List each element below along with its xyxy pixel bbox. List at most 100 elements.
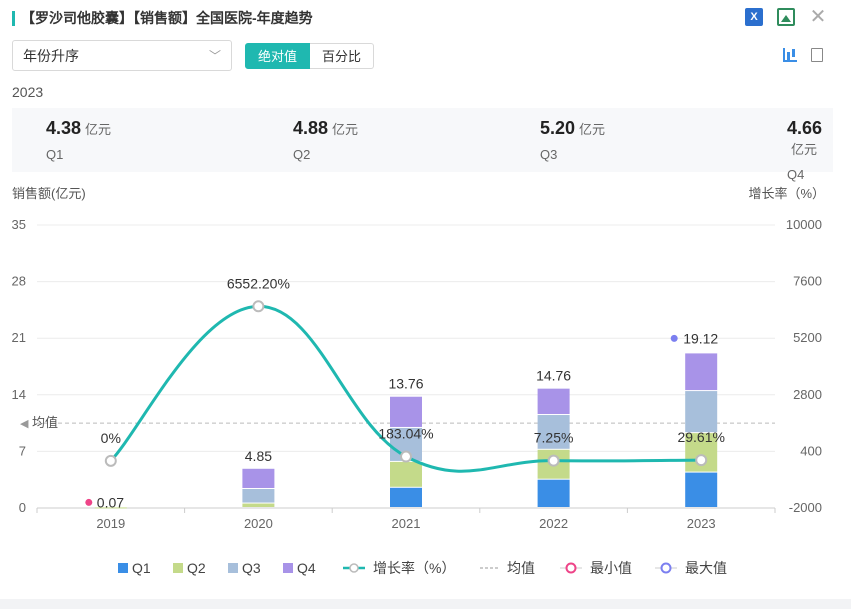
x-tick-label: 2021	[392, 516, 421, 531]
x-tick-label: 2022	[539, 516, 568, 531]
legend-swatch	[173, 563, 183, 573]
legend-swatch-marker	[565, 562, 577, 574]
legend-item-label: Q4	[297, 560, 316, 576]
sales-trend-chart: 销售额(亿元) 增长率（%） 0 -2000 7 400 14 2800 21 5200 28 760…	[12, 186, 825, 576]
kpi-q2: 4.88 亿元 Q2	[293, 118, 358, 162]
x-tick-label: 2020	[244, 516, 273, 531]
close-icon[interactable]: ✕	[809, 6, 827, 28]
bar-segment-q4	[390, 396, 422, 427]
growth-rate-label: 0%	[101, 430, 121, 446]
bar-segment-q2	[390, 461, 422, 487]
left-tick-label: 14	[12, 387, 26, 402]
bar-segment-q1	[390, 487, 422, 507]
left-tick-label: 0	[19, 500, 26, 515]
page-title: 【罗沙司他胶囊】【销售额】全国医院-年度趋势	[21, 10, 313, 26]
bar-total-label: 13.76	[388, 376, 423, 392]
growth-point	[252, 300, 265, 313]
table-view-icon[interactable]	[811, 48, 823, 62]
growth-point	[400, 450, 412, 463]
bar-segment-q3	[242, 488, 275, 503]
x-tick-label: 2019	[96, 516, 125, 531]
growth-point	[695, 454, 708, 467]
legend-item-label: 均值	[507, 560, 535, 576]
kpi-q3-value: 5.20	[540, 118, 576, 138]
export-image-icon[interactable]	[777, 8, 795, 26]
bar-segment-q1	[685, 472, 718, 507]
right-tick-label: 400	[800, 443, 822, 458]
kpi-year: 2023	[12, 84, 44, 100]
bar-segment-q2	[94, 507, 127, 509]
kpi-q2-value: 4.88	[293, 118, 329, 138]
kpi-q4-unit: 亿元	[791, 142, 818, 157]
legend-item-label: 最大值	[685, 560, 727, 576]
kpi-q2-label: Q2	[293, 147, 311, 162]
bar-total-label: 19.12	[683, 330, 718, 346]
mean-arrow-icon: ◀	[20, 418, 29, 430]
legend-item-label: Q2	[187, 560, 206, 576]
footer-strip	[0, 599, 851, 609]
left-tick-label: 21	[12, 330, 26, 345]
kpi-q1: 4.38 亿元 Q1	[46, 118, 111, 162]
kpi-q4-label: Q4	[787, 167, 805, 182]
growth-rate-label: 29.61%	[677, 429, 724, 445]
sort-dropdown-value: 年份升序	[23, 47, 79, 64]
left-tick-label: 7	[19, 443, 26, 458]
bar-segment-q4	[685, 353, 718, 391]
legend-item-label: Q1	[132, 560, 151, 576]
toggle-absolute-button[interactable]: 绝对值	[245, 43, 311, 69]
chevron-down-icon: ﹀	[208, 49, 221, 63]
top-toolbar: X ✕	[745, 6, 827, 28]
legend-item-label: 增长率（%）	[373, 560, 455, 576]
growth-rate-label: 7.25%	[534, 430, 574, 446]
kpi-q1-value: 4.38	[46, 118, 82, 138]
kpi-q3: 5.20 亿元 Q3	[540, 118, 605, 162]
right-tick-label: 10000	[786, 217, 822, 232]
sort-dropdown[interactable]: 年份升序 ﹀	[12, 40, 232, 71]
x-tick-label: 2023	[687, 516, 716, 531]
kpi-q4: 4.66 亿元 Q4	[787, 118, 833, 182]
chart-header: 【罗沙司他胶囊】【销售额】全国医院-年度趋势	[12, 8, 313, 28]
right-tick-label: 5200	[793, 330, 822, 345]
view-switcher	[783, 48, 823, 62]
right-tick-label: 7600	[793, 274, 822, 289]
bar-total-label: 0.07	[97, 494, 124, 510]
growth-rate-label: 183.04%	[378, 426, 433, 442]
toggle-percent-button[interactable]: 百分比	[310, 43, 375, 69]
kpi-q2-unit: 亿元	[332, 122, 359, 137]
bar-chart-view-icon[interactable]	[783, 48, 797, 62]
legend-item-label: 最小值	[590, 560, 632, 576]
mean-label: 均值	[32, 415, 58, 430]
legend-swatch	[118, 563, 128, 573]
bar-segment-q3	[685, 391, 718, 433]
value-mode-toggle: 绝对值 百分比	[245, 43, 375, 69]
title-accent-bar	[12, 10, 15, 26]
bar-segment-q1	[537, 479, 570, 507]
bar-segment-q3	[537, 415, 570, 449]
left-axis-title: 销售额(亿元)	[12, 186, 86, 201]
left-tick-label: 28	[12, 274, 26, 289]
bar-segment-q4	[242, 468, 275, 488]
kpi-q1-unit: 亿元	[85, 122, 112, 137]
bar-total-label: 4.85	[245, 448, 272, 464]
kpi-q3-unit: 亿元	[579, 122, 606, 137]
max-value-marker	[670, 334, 678, 342]
kpi-q4-value: 4.66	[787, 118, 823, 138]
left-tick-label: 35	[12, 217, 26, 232]
kpi-panel: 4.38 亿元 Q1 4.88 亿元 Q2 5.20 亿元 Q3 4.66亿元 Q4	[12, 108, 833, 182]
legend-swatch-marker	[660, 562, 672, 574]
export-excel-icon[interactable]: X	[745, 8, 763, 26]
legend-swatch-marker	[349, 563, 359, 573]
bar-segment-q4	[537, 388, 570, 415]
growth-rate-label: 6552.20%	[227, 275, 290, 291]
legend-swatch	[283, 563, 293, 573]
growth-point	[547, 454, 560, 467]
right-axis-title: 增长率（%）	[748, 186, 825, 201]
growth-point	[104, 454, 117, 467]
growth-rate-line	[109, 304, 702, 473]
right-tick-label: -2000	[789, 500, 822, 515]
right-tick-label: 2800	[793, 387, 822, 402]
min-value-marker	[85, 498, 93, 506]
bar-segment-q2	[242, 503, 275, 507]
kpi-q1-label: Q1	[46, 147, 64, 162]
legend-swatch	[228, 563, 238, 573]
